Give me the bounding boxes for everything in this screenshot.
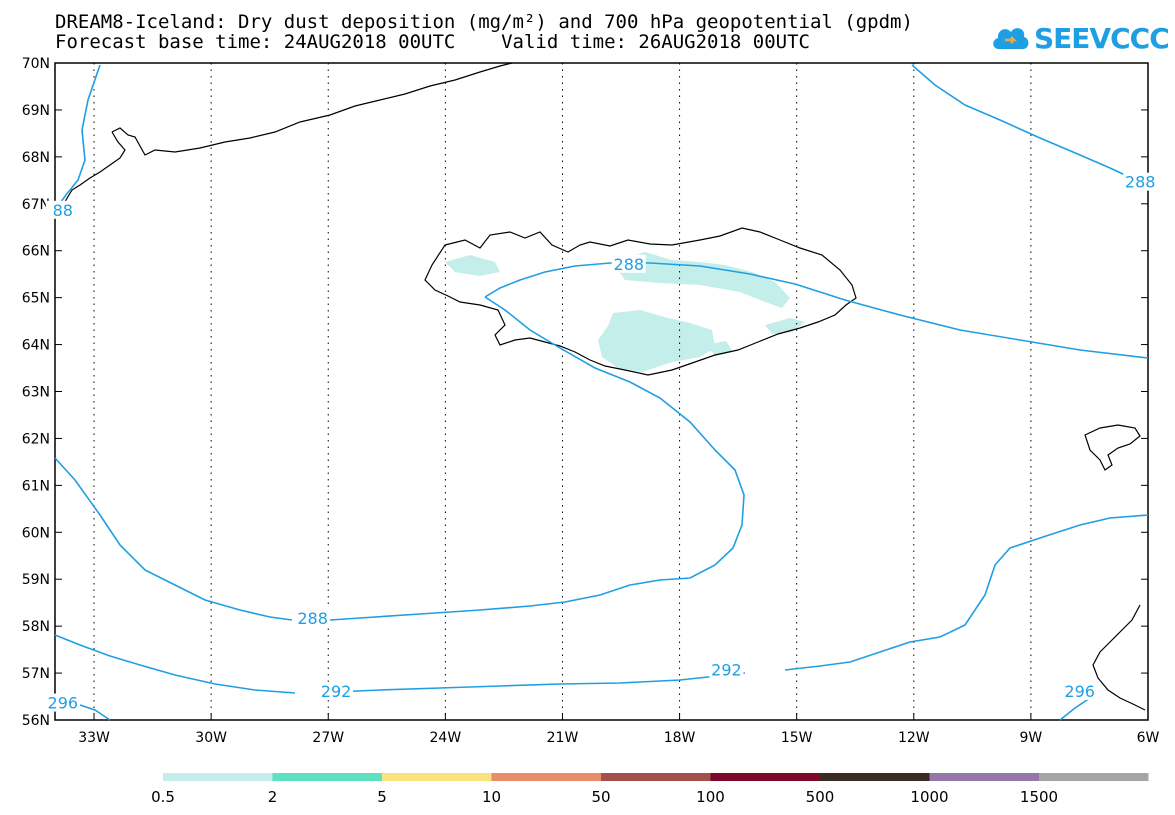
lon-label: 21W bbox=[547, 730, 579, 746]
coastlines bbox=[54, 62, 1146, 711]
colorbar-segment bbox=[710, 773, 820, 781]
colorbar-segment bbox=[382, 773, 492, 781]
contour-296-east bbox=[1059, 697, 1091, 721]
contour-label-background bbox=[45, 693, 80, 712]
lat-label: 67N bbox=[22, 197, 50, 213]
lat-label: 64N bbox=[22, 338, 50, 354]
lat-label: 56N bbox=[22, 713, 50, 729]
colorbar-segment bbox=[601, 773, 711, 781]
lat-label: 63N bbox=[22, 385, 50, 401]
map-title: DREAM8-Iceland: Dry dust deposition (mg/… bbox=[55, 11, 913, 33]
colorbar-label: 2 bbox=[268, 788, 278, 806]
colorbar-label: 0.5 bbox=[151, 788, 175, 806]
colorbar-label: 1500 bbox=[1020, 788, 1058, 806]
lat-label: 57N bbox=[22, 666, 50, 682]
colorbar-segment bbox=[929, 773, 1039, 781]
contour-label: 292 bbox=[711, 661, 742, 680]
contour-288-main bbox=[484, 262, 1149, 359]
colorbar-label: 10 bbox=[482, 788, 501, 806]
lat-label: 69N bbox=[22, 103, 50, 119]
contour-296-west bbox=[79, 704, 111, 721]
colorbar-label: 500 bbox=[806, 788, 835, 806]
lat-label: 60N bbox=[22, 525, 50, 541]
contour-label-background bbox=[1062, 681, 1097, 700]
contour-292-mid bbox=[334, 672, 746, 693]
colorbar-label: 100 bbox=[696, 788, 725, 806]
colorbar-segment bbox=[820, 773, 930, 781]
contour-label-background bbox=[1123, 172, 1158, 191]
contour-292-west bbox=[54, 634, 296, 694]
geopotential-contours bbox=[54, 64, 1149, 721]
map-frame bbox=[54, 62, 1149, 721]
contour-label-background bbox=[45, 200, 80, 219]
contour-label: 288 bbox=[614, 255, 645, 274]
lon-label: 24W bbox=[430, 730, 462, 746]
contour-288-north bbox=[54, 64, 101, 211]
contour-label: 288 bbox=[1125, 173, 1156, 192]
dust-deposition-patches bbox=[445, 252, 805, 372]
colorbar-label: 1000 bbox=[910, 788, 948, 806]
lon-label: 6W bbox=[1137, 730, 1160, 746]
contour-288-loop bbox=[329, 296, 745, 621]
seevccc-logo: SEEVCCC bbox=[990, 18, 1170, 58]
contour-label: 88 bbox=[53, 201, 73, 220]
colorbar-segment bbox=[1039, 773, 1149, 781]
lat-label: 59N bbox=[22, 572, 50, 588]
lon-label: 33W bbox=[78, 730, 110, 746]
lat-label: 65N bbox=[22, 291, 50, 307]
colorbar-legend: 0.5 2 5 10 50 100 500 1000 1500 bbox=[151, 773, 1149, 806]
lon-label: 30W bbox=[195, 730, 227, 746]
logo-text: SEEVCCC bbox=[1034, 21, 1170, 55]
contour-label-background bbox=[611, 254, 646, 273]
lat-label: 62N bbox=[22, 431, 50, 447]
lat-label: 66N bbox=[22, 244, 50, 260]
lon-label: 9W bbox=[1020, 730, 1043, 746]
colorbar-segment bbox=[272, 773, 382, 781]
lat-label: 70N bbox=[22, 56, 50, 72]
forecast-time-info: Forecast base time: 24AUG2018 00UTC Vali… bbox=[55, 31, 810, 53]
lon-label: 27W bbox=[312, 730, 344, 746]
contour-label: 288 bbox=[297, 609, 328, 628]
colorbar-label: 5 bbox=[377, 788, 387, 806]
contour-label: 292 bbox=[321, 682, 352, 701]
contour-label: 296 bbox=[1064, 682, 1095, 701]
contour-288-northeast bbox=[911, 64, 1126, 176]
lon-label: 12W bbox=[898, 730, 930, 746]
contour-label: 296 bbox=[48, 694, 79, 713]
contour-label-background bbox=[319, 681, 354, 700]
contour-292-east bbox=[784, 514, 1149, 671]
colorbar-segment bbox=[163, 773, 273, 781]
lat-label: 58N bbox=[22, 619, 50, 635]
contour-288-west bbox=[54, 457, 293, 621]
contour-label-background bbox=[295, 609, 330, 628]
lon-label: 15W bbox=[781, 730, 813, 746]
cloud-icon bbox=[993, 28, 1029, 49]
contour-label-background bbox=[709, 660, 744, 679]
lat-label: 61N bbox=[22, 478, 50, 494]
lat-label: 68N bbox=[22, 150, 50, 166]
colorbar-label: 50 bbox=[591, 788, 610, 806]
colorbar-segment bbox=[491, 773, 601, 781]
lon-label: 18W bbox=[664, 730, 696, 746]
